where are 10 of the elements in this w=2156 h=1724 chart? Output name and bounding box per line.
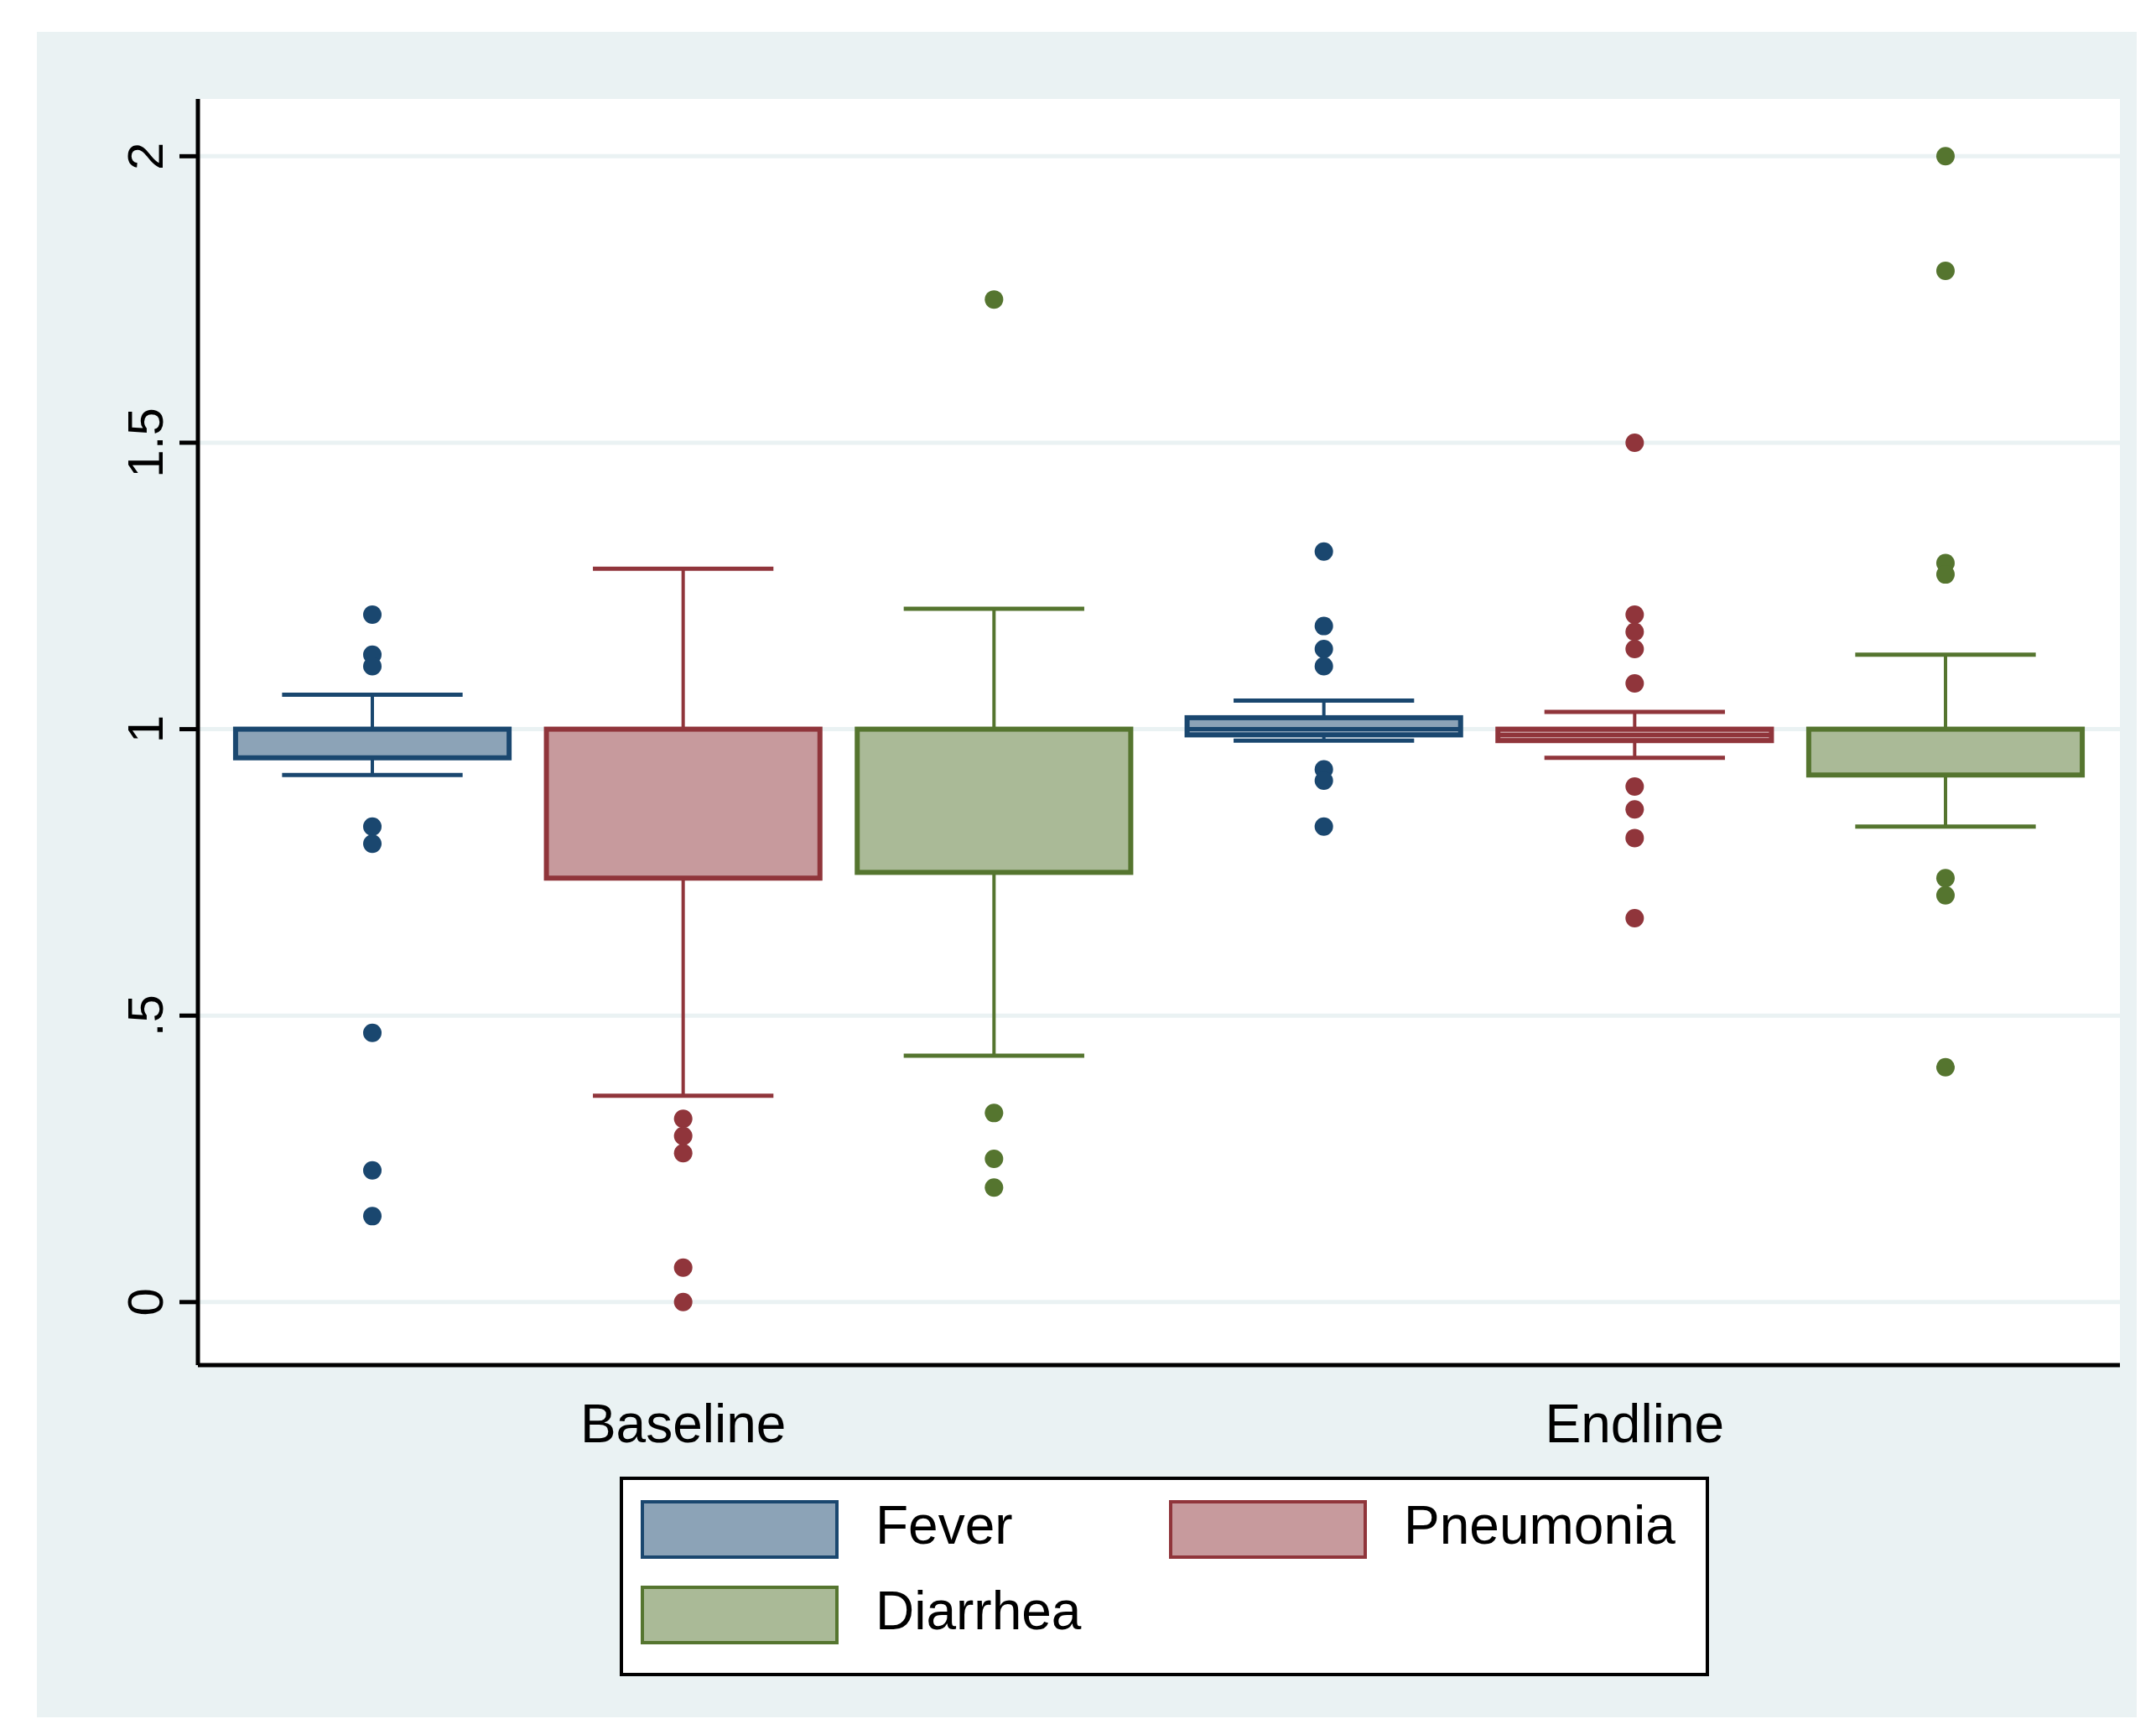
x-tick-label: Endline bbox=[1545, 1394, 1725, 1454]
y-tick-label: 2 bbox=[117, 142, 174, 171]
legend-label: Fever bbox=[875, 1495, 1013, 1555]
y-tick-label: 1 bbox=[117, 714, 174, 744]
y-tick-label: 0 bbox=[117, 1288, 174, 1316]
x-tick-label: Baseline bbox=[579, 1394, 787, 1454]
y-tick-label: .5 bbox=[117, 994, 174, 1037]
legend-label: Pneumonia bbox=[1404, 1495, 1676, 1555]
legend-label: Diarrhea bbox=[875, 1581, 1082, 1641]
y-tick-label: 1.5 bbox=[117, 408, 174, 478]
